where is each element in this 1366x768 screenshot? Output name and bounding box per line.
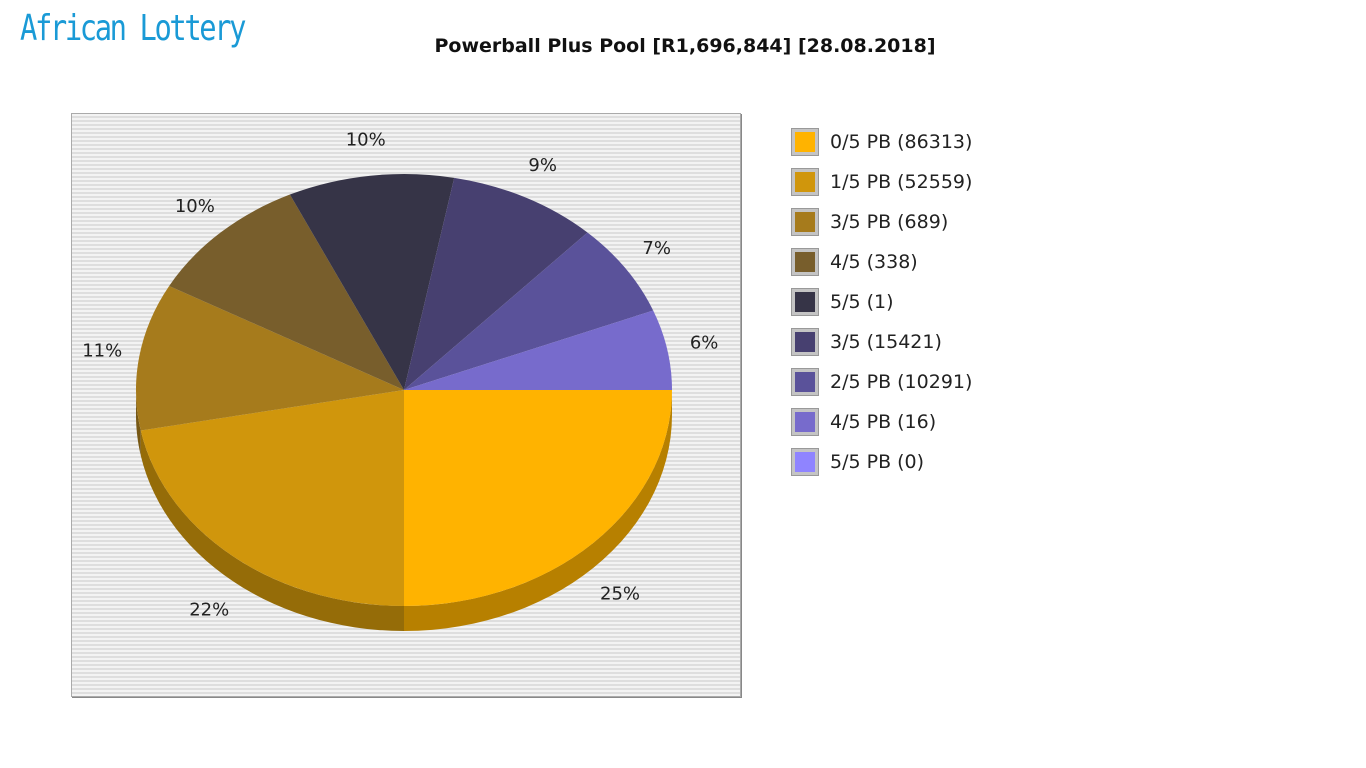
legend-label: 4/5 PB (16) [830, 411, 937, 433]
slice-label: 9% [528, 155, 557, 176]
legend-label: 3/5 PB (689) [830, 211, 949, 233]
legend-item: 4/5 PB (16) [791, 402, 972, 442]
pie-slice[interactable] [404, 177, 588, 390]
legend-swatch [791, 288, 819, 316]
legend-label: 4/5 (338) [830, 251, 918, 273]
legend-swatch [791, 208, 819, 236]
legend-label: 5/5 (1) [830, 291, 894, 313]
legend-item: 3/5 (15421) [791, 322, 972, 362]
slice-label: 25% [600, 584, 640, 605]
legend-item: 4/5 (338) [791, 242, 972, 282]
slice-label: 10% [346, 129, 386, 150]
legend-swatch [791, 408, 819, 436]
legend-swatch [791, 168, 819, 196]
pie-slice[interactable] [140, 390, 404, 606]
legend-label: 2/5 PB (10291) [830, 371, 973, 393]
legend: 0/5 PB (86313) 1/5 PB (52559) 3/5 PB (689)… [791, 122, 973, 482]
legend-swatch [791, 248, 819, 276]
legend-item: 3/5 PB (689) [791, 202, 972, 242]
legend-swatch [791, 328, 819, 356]
legend-swatch [791, 128, 819, 156]
legend-item: 0/5 PB (86313) [791, 122, 973, 162]
legend-item: 2/5 PB (10291) [791, 362, 973, 402]
slice-label: 7% [642, 238, 671, 259]
legend-label: 1/5 PB (52559) [830, 171, 973, 193]
legend-swatch [791, 368, 819, 396]
pie-slice[interactable] [135, 285, 404, 431]
chart-title: Powerball Plus Pool [R1,696,844] [28.08.… [434, 35, 936, 57]
slice-label: 11% [82, 340, 122, 361]
pie-slice-side [404, 390, 672, 631]
slice-label: 10% [175, 196, 215, 217]
pie-slice[interactable] [404, 310, 672, 390]
legend-item: 5/5 (1) [791, 282, 972, 322]
legend-label: 0/5 PB (86313) [830, 131, 973, 153]
legend-label: 5/5 PB (0) [830, 451, 925, 473]
legend-item: 5/5 PB (0) [791, 442, 972, 482]
slice-label: 6% [690, 333, 719, 354]
legend-swatch [791, 448, 819, 476]
pie-slice[interactable] [404, 232, 654, 390]
pie-slice[interactable] [404, 390, 672, 606]
legend-item: 1/5 PB (52559) [791, 162, 973, 202]
pie-slice[interactable] [169, 194, 404, 390]
african-lottery-logo[interactable]: African Lottery [20, 8, 246, 49]
legend-label: 3/5 (15421) [830, 331, 942, 353]
slice-label: 22% [189, 600, 229, 621]
pie-slice[interactable] [289, 174, 455, 390]
pie-slice-side [140, 430, 404, 631]
pie-slice-side [136, 390, 141, 456]
